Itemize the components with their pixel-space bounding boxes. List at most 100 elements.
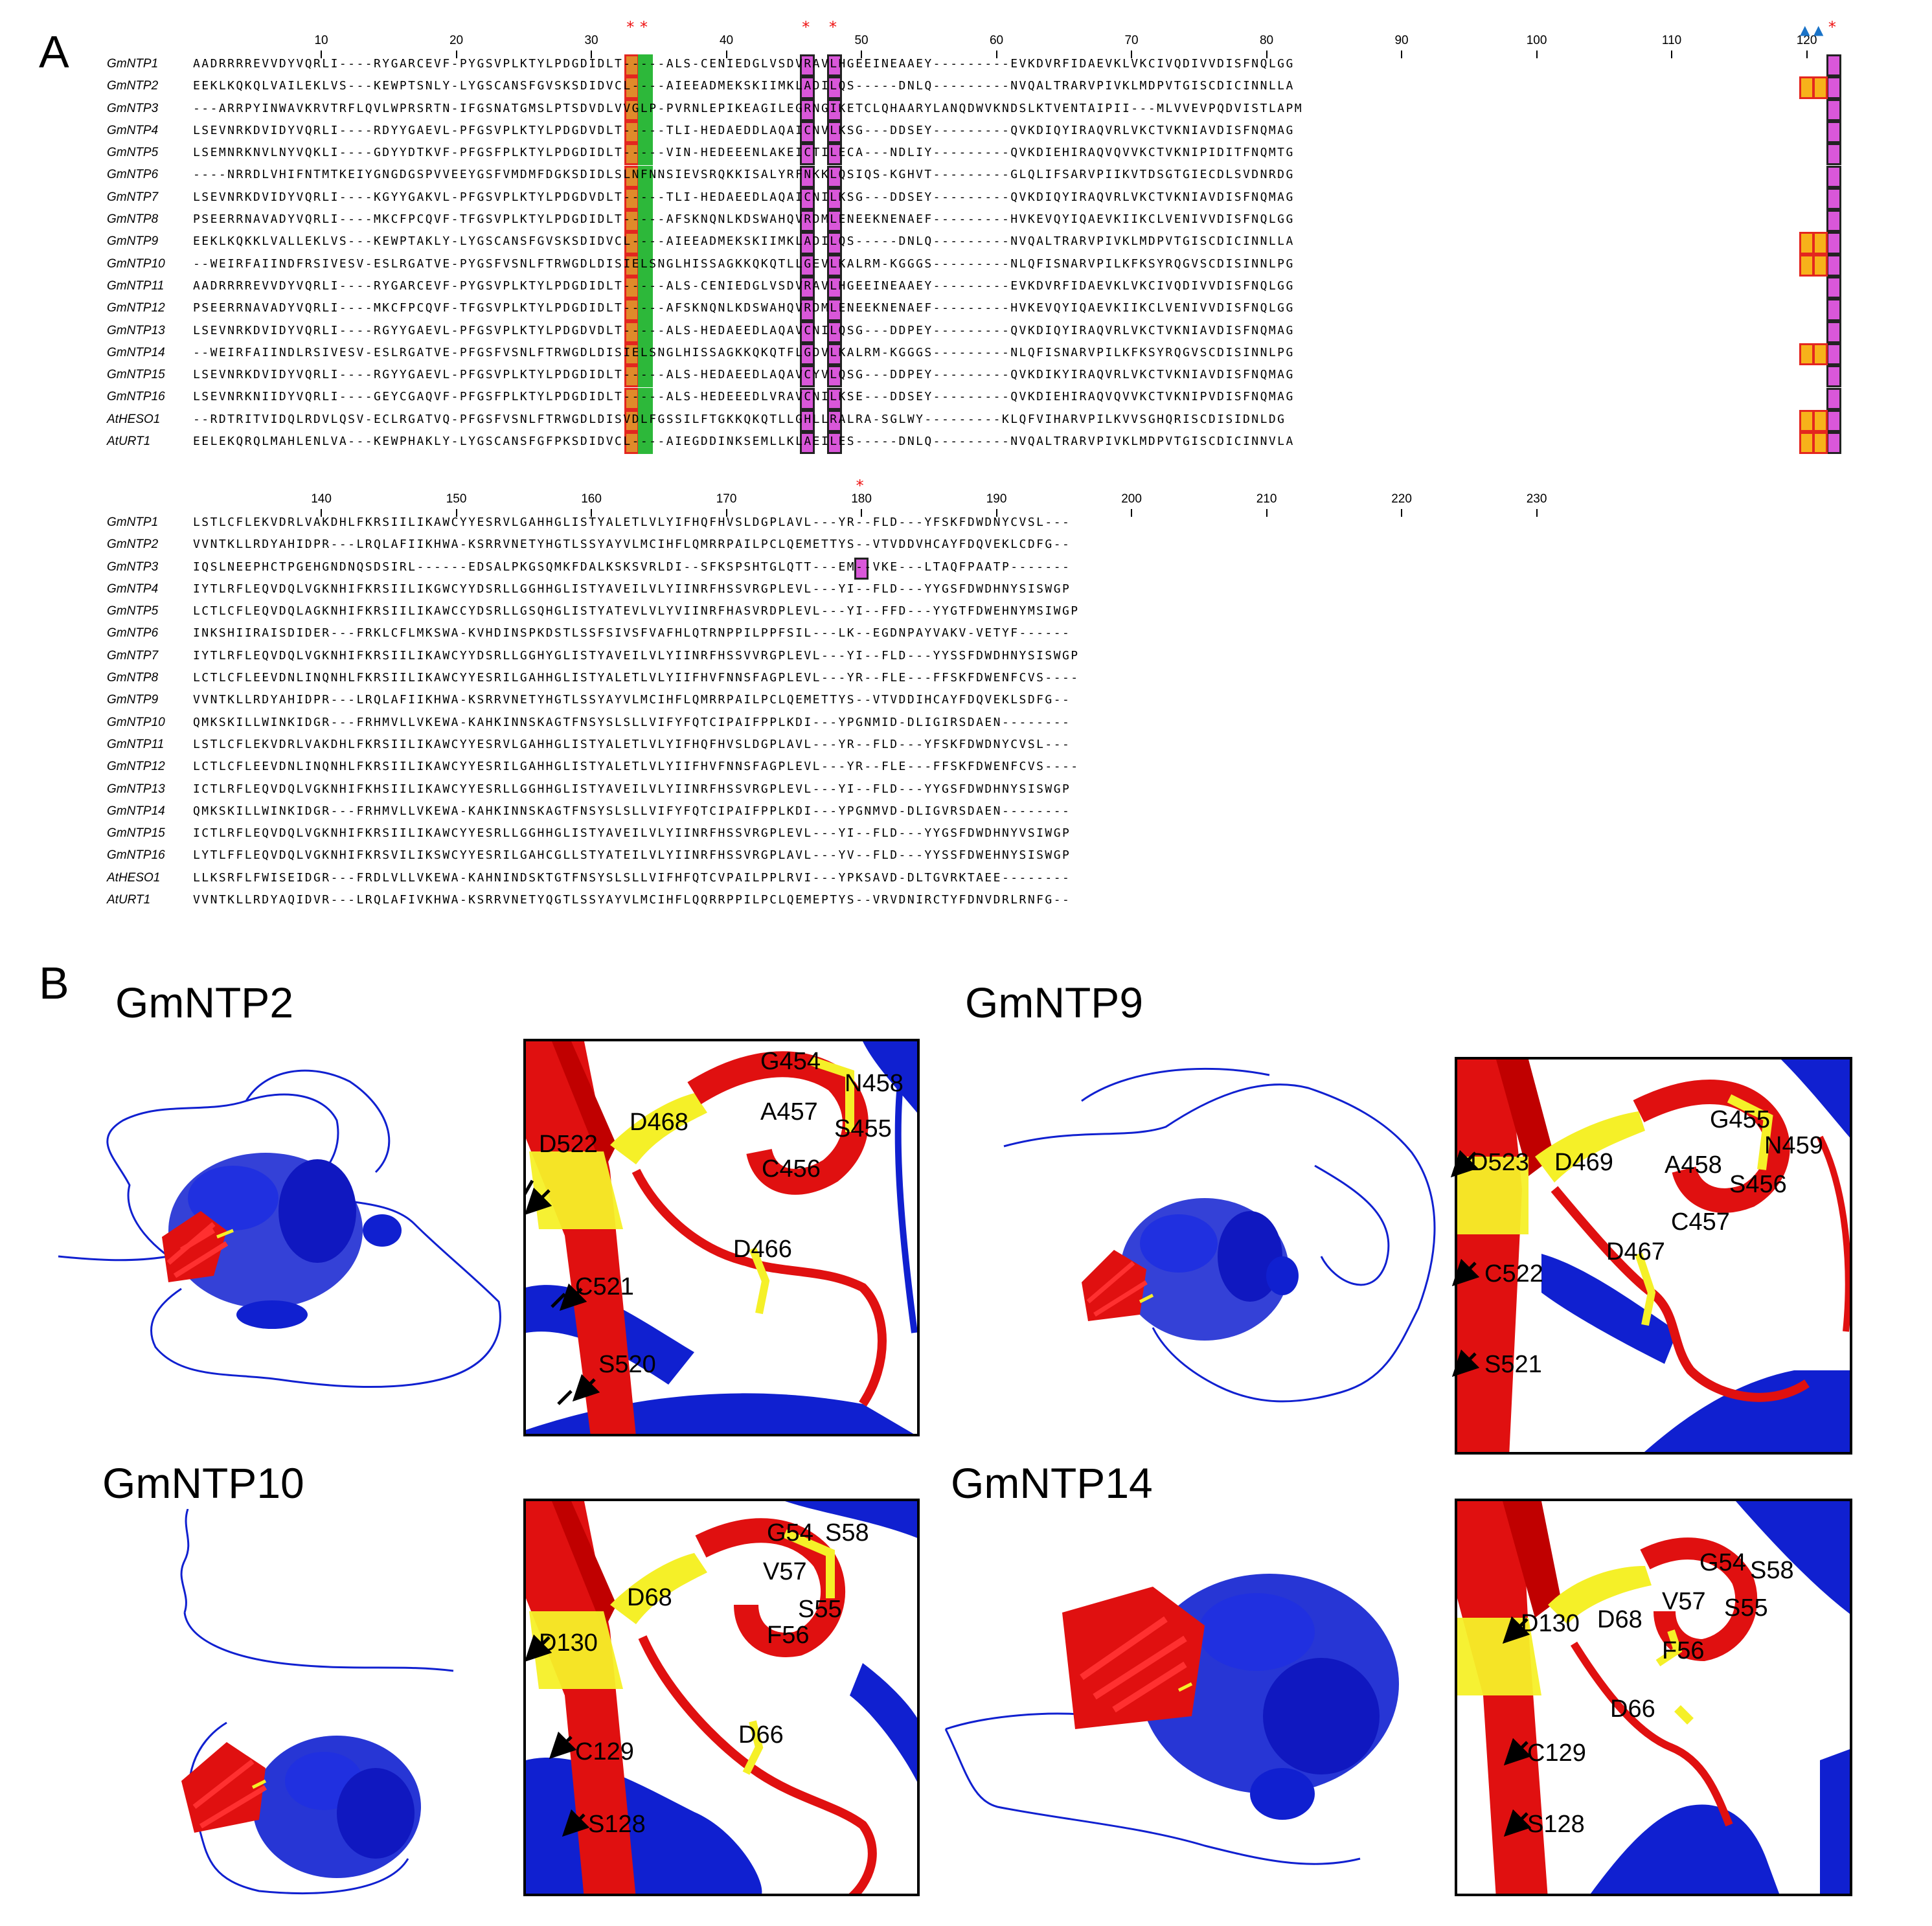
zoom-panel-gmntp10: G54 S58 V57 D68 S55 D130 F56 D66 C129 S1…	[523, 1499, 920, 1896]
sequence-row: PSEERRNAVADYVQRLI----MKCFPCQVF-TFGSVPLKT…	[193, 301, 1295, 315]
residue-highlight	[638, 365, 653, 388]
sequence-row: LSEVNRKNIIDYVQRLI----GEYCGAQVF-PFGSFPLKT…	[193, 390, 1295, 404]
residue-highlight	[638, 187, 653, 210]
sequence-row: AADRRRREVVDYVQRLI----RYGARCEVF-PYGSVPLKT…	[193, 57, 1295, 71]
ruler-tick-label: 140	[311, 492, 332, 506]
sequence-row: IYTLRFLEQVDQLVGKNHIFKRSIILIKGWCYYDSRLLGG…	[193, 582, 1071, 596]
ruler-tick-label: 220	[1391, 492, 1412, 506]
sequence-row: ICTLRFLEQVDQLVGKNHIFKRSIILIKAWCYYESRLLGG…	[193, 826, 1071, 841]
sequence-name: GmNTP3	[107, 560, 159, 574]
residue-highlight	[800, 432, 815, 455]
residue-label: F56	[767, 1622, 810, 1649]
sequence-name: GmNTP15	[107, 826, 165, 841]
ruler-tick	[861, 509, 863, 517]
structure-overview-gmntp2	[58, 1069, 501, 1388]
residue-highlight	[1826, 387, 1841, 410]
residue-highlight	[1826, 54, 1841, 77]
residue-highlight	[826, 54, 842, 77]
residue-label: C129	[575, 1738, 634, 1765]
ruler-tick-label: 150	[446, 492, 467, 506]
sequence-name: GmNTP8	[107, 671, 159, 685]
sequence-name: GmNTP8	[107, 212, 159, 227]
residue-label: D467	[1606, 1238, 1665, 1265]
ruler-tick-label: 180	[851, 492, 872, 506]
residue-label: C457	[1671, 1208, 1730, 1236]
ruler-tick	[995, 51, 997, 58]
residue-label: V57	[1662, 1588, 1706, 1615]
residue-label: S455	[834, 1115, 892, 1142]
sequence-name: GmNTP10	[107, 256, 165, 271]
sequence-name: GmNTP6	[107, 168, 159, 182]
residue-highlight	[638, 387, 653, 410]
star-marker-icon: *	[1828, 18, 1836, 36]
residue-highlight	[1813, 343, 1828, 366]
ruler-tick-label: 170	[716, 492, 737, 506]
ruler-tick	[1266, 509, 1267, 517]
residue-label: A458	[1665, 1151, 1722, 1179]
residue-highlight	[800, 98, 815, 121]
zoom-panel-gmntp9: G455 D523 D469 N459 A458 S456 C457 D467 …	[1455, 1057, 1852, 1455]
ruler-tick-label: 80	[1259, 34, 1274, 47]
sequence-name: GmNTP14	[107, 345, 165, 359]
residue-label: D68	[1597, 1606, 1642, 1633]
sequence-name: AtHESO1	[107, 412, 161, 426]
ruler-tick-label: 90	[1394, 34, 1409, 47]
sequence-row: LSTLCFLEKVDRLVAKDHLFKRSIILIKAWCYYESRVLGA…	[193, 737, 1071, 751]
sequence-name: GmNTP1	[107, 57, 159, 71]
residue-highlight	[800, 365, 815, 388]
residue-highlight	[826, 254, 842, 277]
sequence-row: QMKSKILLWINKIDGR---FRHMVLLVKEWA-KAHKINNS…	[193, 715, 1071, 729]
residue-highlight	[1826, 98, 1841, 121]
ruler-tick-label: 230	[1526, 492, 1547, 506]
residue-highlight	[1826, 299, 1841, 321]
residue-label: N458	[845, 1070, 903, 1097]
residue-highlight	[800, 210, 815, 232]
residue-label: S456	[1729, 1171, 1787, 1198]
residue-label: C522	[1484, 1260, 1543, 1287]
residue-label: S128	[1527, 1811, 1585, 1838]
residue-label: G455	[1710, 1106, 1770, 1133]
sequence-name: GmNTP7	[107, 648, 159, 663]
sequence-name: GmNTP13	[107, 323, 165, 337]
residue-highlight	[638, 321, 653, 343]
residue-highlight	[826, 210, 842, 232]
residue-label: C521	[575, 1273, 634, 1300]
sequence-row: LCTLCFLEEVDNLINQNHLFKRSIILIKAWCYYESRILGA…	[193, 671, 1080, 685]
residue-label: S128	[588, 1811, 646, 1838]
residue-highlight	[1813, 432, 1828, 455]
sequence-name: GmNTP5	[107, 146, 159, 160]
residue-label: C456	[762, 1155, 821, 1183]
residue-highlight	[826, 432, 842, 455]
residue-highlight	[800, 54, 815, 77]
ruler-tick	[1131, 509, 1133, 517]
residue-label: G54	[1699, 1549, 1746, 1576]
sequence-name: AtHESO1	[107, 870, 161, 885]
ruler-tick	[1536, 51, 1538, 58]
sequence-row: ICTLRFLEQVDQLVGKNHIFKHSIILIKAWCYYESRLLGG…	[193, 782, 1071, 796]
residue-highlight	[800, 254, 815, 277]
sequence-row: LSEVNRKDVIDYVQRLI----RGYYGAEVL-PFGSVPLKT…	[193, 323, 1295, 337]
sequence-row: LSTLCFLEKVDRLVAKDHLFKRSIILIKAWCYYESRVLGA…	[193, 515, 1071, 529]
structure-title-gmntp10: GmNTP10	[102, 1459, 304, 1507]
ruler-tick	[321, 51, 323, 58]
residue-highlight	[800, 321, 815, 343]
ruler-tick	[1536, 509, 1538, 517]
residue-highlight	[1813, 232, 1828, 255]
residue-label: S520	[598, 1351, 656, 1378]
sequence-row: LCTLCFLEEVDNLINQNHLFKRSIILIKAWCYYESRILGA…	[193, 760, 1080, 774]
sequence-name: GmNTP2	[107, 79, 159, 93]
residue-highlight	[638, 98, 653, 121]
structure-title-gmntp9: GmNTP9	[965, 979, 1144, 1026]
sequence-row: INKSHIIRAISDIDER---FRKLCFLMKSWA-KVHDINSP…	[193, 626, 1071, 640]
ruler-tick	[1266, 51, 1267, 58]
position-ruler: 140 150 160 170 180 190 200 210 220 230	[0, 492, 1932, 518]
zoom-panel-gmntp14: G54 S58 D130 D68 V57 S55 F56 D66 C129 S1…	[1455, 1499, 1852, 1896]
sequence-name: GmNTP6	[107, 626, 159, 640]
residue-highlight	[800, 277, 815, 299]
ruler-tick	[455, 509, 457, 517]
sequence-row: LCTLCFLEQVDQLAGKNHIFKRSIILIKAWCCYDSRLLGS…	[193, 604, 1080, 618]
residue-label: G54	[767, 1519, 813, 1546]
ruler-tick-label: 70	[1124, 34, 1139, 47]
ruler-tick-label: 190	[986, 492, 1007, 506]
residue-highlight	[800, 232, 815, 255]
